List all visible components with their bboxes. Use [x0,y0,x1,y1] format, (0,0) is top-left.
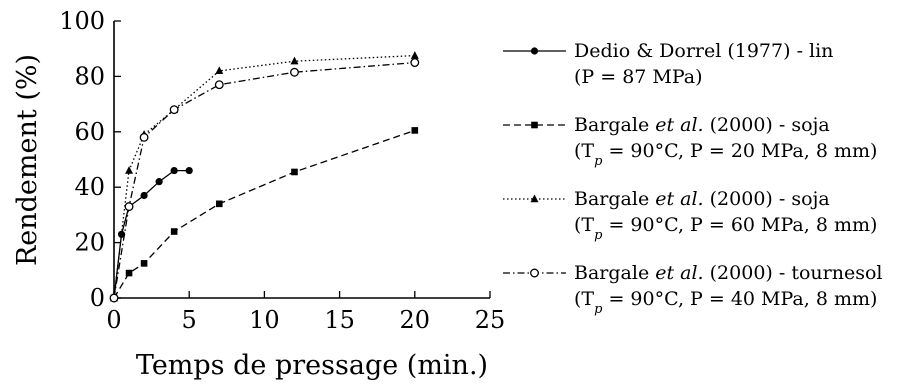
square-marker [125,269,133,277]
y-tick-label: 0 [90,284,105,312]
legend-label: (Tp = 90°C, P = 40 MPa, 8 mm) [574,288,877,317]
triangle-marker [410,51,419,59]
circle-marker [124,202,134,212]
x-tick-label: 5 [182,306,197,334]
circle-marker [140,191,148,200]
x-tick-label: 15 [324,306,355,334]
circle-marker [410,58,420,67]
series-3 [110,51,419,302]
legend-entry-2: Bargale et al. (2000) - soja (Tp = 90°C, … [503,114,877,169]
x-tick-label: 20 [400,306,431,334]
square-marker [215,200,223,208]
legend-label: Bargale et al. (2000) - soja [574,114,830,136]
square-marker [140,260,148,267]
triangle-marker [290,56,299,65]
x-tick-label: 25 [475,306,506,334]
circle-marker [170,166,178,175]
legend-entry-1: Dedio & Dorrel (1977) - lin (P = 87 MPa) [503,40,833,88]
circle-marker [139,132,149,142]
circle-marker [530,47,539,55]
square-marker [531,121,538,129]
legend-label: Bargale et al. (2000) - soja [574,188,830,210]
legend-label: Dedio & Dorrel (1977) - lin [574,40,833,62]
series-line [113,129,416,299]
square-marker [170,228,178,235]
legend-label: (Tp = 90°C, P = 60 MPa, 8 mm) [574,214,877,243]
y-axis-title: Rendement (%) [12,54,43,266]
series-1 [110,166,193,302]
square-marker [411,127,419,134]
series-2 [110,127,419,302]
circle-marker [169,105,179,115]
triangle-marker [215,66,224,75]
axes-frame [113,21,490,299]
legend-label: (P = 87 MPa) [574,66,703,88]
legend-label: Bargale et al. (2000) - tournesol [574,262,882,284]
triangle-marker [530,194,539,203]
y-tick-label: 60 [74,118,105,146]
triangle-marker [125,166,134,174]
x-axis-title: Temps de pressage (min.) [136,350,488,381]
circle-marker [155,178,163,186]
legend-label: (Tp = 90°C, P = 20 MPa, 8 mm) [574,140,877,169]
series-line [113,54,415,299]
circle-marker [185,166,193,175]
legend-entry-3: Bargale et al. (2000) - soja (Tp = 90°C, … [503,188,877,243]
y-tick-label: 40 [74,173,105,201]
series-4 [109,58,420,303]
y-tick-label: 80 [74,62,105,90]
y-tick-label: 20 [74,229,105,257]
circle-marker [109,293,119,303]
x-tick-label: 10 [249,306,280,334]
circle-marker [290,67,299,77]
circle-marker [214,80,224,90]
square-marker [291,168,298,176]
circle-marker [530,268,539,278]
y-tick-label: 100 [59,7,105,35]
legend-entry-4: Bargale et al. (2000) - tournesol (Tp = 9… [503,262,882,317]
x-tick-label: 0 [106,306,121,334]
